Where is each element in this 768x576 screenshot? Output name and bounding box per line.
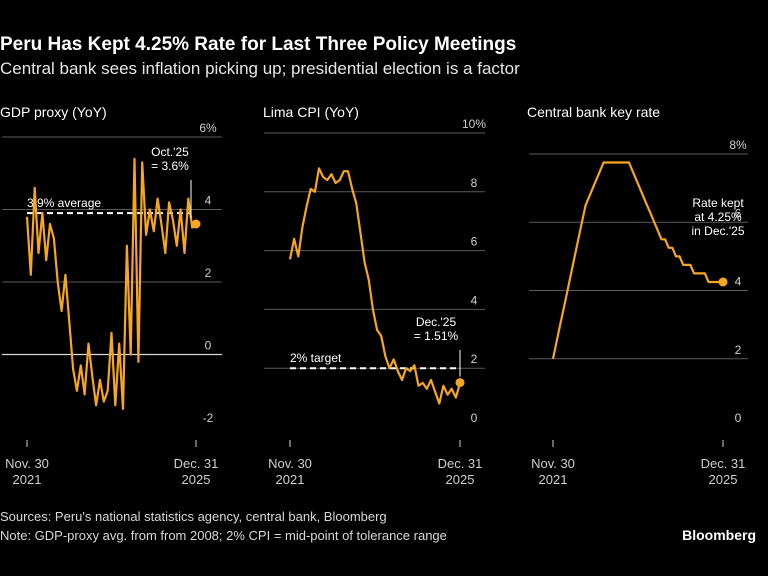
ytick-label-2-0: 0 bbox=[735, 411, 742, 425]
xtick-label-2-end-2: 2025 bbox=[709, 472, 738, 487]
annotation-0-1: = 3.6% bbox=[151, 159, 189, 173]
ytick-label-1-4: 8 bbox=[471, 176, 478, 190]
series-line-1 bbox=[288, 167, 462, 405]
xtick-label-2-start-2: 2021 bbox=[539, 472, 568, 487]
xtick-label-1-start-2: 2021 bbox=[276, 472, 305, 487]
last-point-1 bbox=[455, 378, 465, 388]
xtick-label-0-start-1: Nov. 30 bbox=[5, 456, 49, 471]
ytick-label-1-3: 6 bbox=[471, 235, 478, 249]
xtick-label-2-start-1: Nov. 30 bbox=[531, 456, 575, 471]
ytick-label-2-3: 6 bbox=[735, 206, 742, 220]
xtick-label-1-end-2: 2025 bbox=[446, 472, 475, 487]
chart-title: Peru Has Kept 4.25% Rate for Last Three … bbox=[0, 34, 517, 55]
last-point-0 bbox=[191, 219, 201, 229]
xtick-label-0-start-2: 2021 bbox=[13, 472, 42, 487]
xtick-label-0-end-2: 2025 bbox=[182, 472, 211, 487]
panel-title-gdp: GDP proxy (YoY) bbox=[0, 104, 107, 120]
ytick-label-0-1: 0 bbox=[205, 339, 212, 353]
ytick-label-1-0: 0 bbox=[471, 411, 478, 425]
ytick-label-0-0: -2 bbox=[203, 411, 214, 425]
footer-note: Note: GDP-proxy avg. from from 2008; 2% … bbox=[0, 528, 447, 543]
ytick-label-1-5: 10% bbox=[462, 117, 486, 131]
series-line-0 bbox=[25, 157, 197, 410]
reference-label-1: 2% target bbox=[290, 351, 342, 365]
annotation-0-0: Oct.'25 bbox=[151, 145, 189, 159]
panel-title-rate: Central bank key rate bbox=[527, 104, 661, 120]
chart-subtitle: Central bank sees inflation picking up; … bbox=[0, 59, 520, 78]
ytick-label-2-2: 4 bbox=[735, 275, 742, 289]
series-line-2 bbox=[551, 161, 723, 360]
annotation-2-0: Rate kept bbox=[692, 196, 744, 210]
annotation-1-0: Dec.'25 bbox=[416, 315, 457, 329]
last-point-2 bbox=[718, 277, 728, 287]
ytick-label-1-1: 2 bbox=[471, 352, 478, 366]
xtick-label-0-end-1: Dec. 31 bbox=[174, 456, 219, 471]
ytick-label-0-4: 6% bbox=[199, 121, 217, 135]
ytick-label-0-3: 4 bbox=[205, 194, 212, 208]
annotation-1-1: = 1.51% bbox=[414, 329, 459, 343]
xtick-label-2-end-1: Dec. 31 bbox=[701, 456, 746, 471]
ytick-label-2-1: 2 bbox=[735, 343, 742, 357]
panel-title-cpi: Lima CPI (YoY) bbox=[263, 104, 359, 120]
footer-sources: Sources: Peru's national statistics agen… bbox=[0, 509, 387, 524]
xtick-label-1-end-1: Dec. 31 bbox=[438, 456, 483, 471]
bloomberg-logo: Bloomberg bbox=[682, 527, 756, 543]
annotation-2-2: in Dec.'25 bbox=[692, 224, 745, 238]
annotation-2-1: at 4.25% bbox=[694, 210, 742, 224]
reference-label-0: 3.9% average bbox=[27, 196, 101, 210]
xtick-label-1-start-1: Nov. 30 bbox=[268, 456, 312, 471]
ytick-label-0-2: 2 bbox=[205, 266, 212, 280]
ytick-label-2-4: 8% bbox=[729, 138, 747, 152]
ytick-label-1-2: 4 bbox=[471, 293, 478, 307]
